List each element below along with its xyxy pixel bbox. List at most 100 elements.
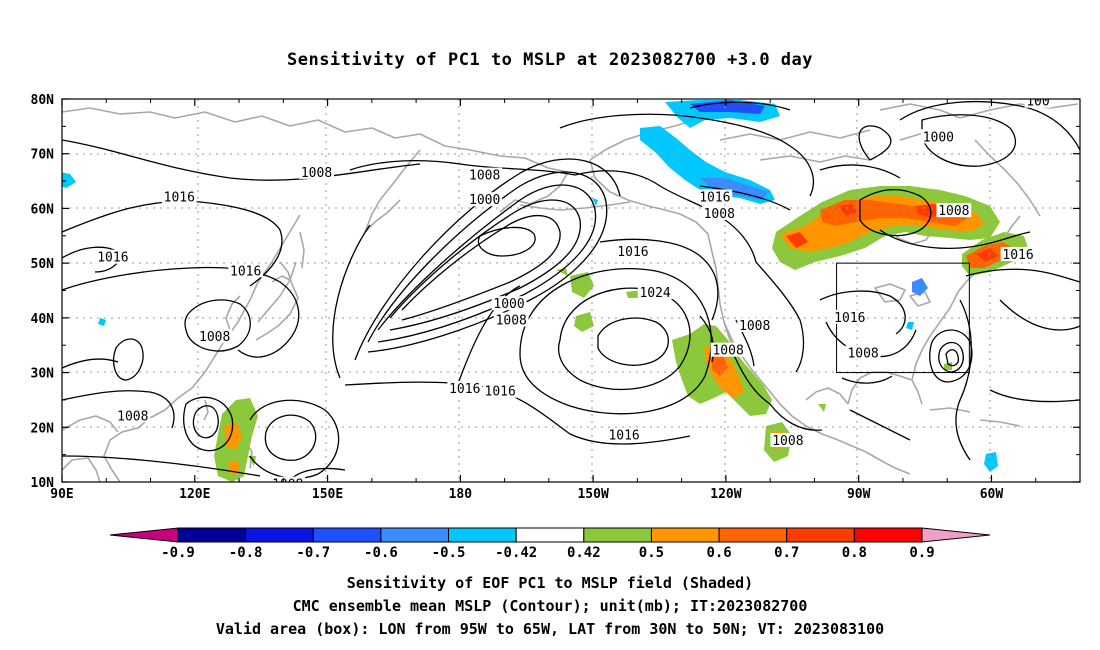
contour-label: 1016	[699, 190, 730, 205]
colorbar-label: -0.42	[495, 545, 537, 561]
axis-ticks	[61, 98, 1080, 483]
contour-label-bg	[770, 432, 806, 447]
contour-label: 1008	[712, 344, 743, 359]
contour-label-bg	[737, 318, 773, 333]
lon-label: 60W	[980, 487, 1004, 502]
lon-label: 90E	[50, 487, 73, 502]
colorbar-label: -0.5	[432, 545, 466, 561]
colorbar-label: 0.8	[842, 545, 867, 561]
contour-label: 1008	[847, 346, 878, 361]
lat-label: 60N	[31, 202, 55, 217]
contour-label: 1008	[272, 478, 303, 493]
longitude-labels: 90E 120E 150E 180 150W 120W 90W 60W	[50, 487, 1003, 502]
colorbar-high-triangle	[921, 527, 991, 543]
contour-label: 1000	[493, 297, 524, 312]
lon-label: 120W	[710, 487, 741, 502]
lat-label: 70N	[31, 148, 55, 163]
contour-label: 1008	[117, 409, 148, 424]
contour-label-bg	[95, 249, 131, 264]
contour-label-bg	[482, 383, 518, 398]
contour-labels: 1008 1016 1016 1016 1008 1008 1008 1008 1000 1000…	[95, 95, 1052, 493]
contour-label-bg	[115, 408, 151, 423]
lon-label: 150E	[312, 487, 343, 502]
colorbar	[109, 527, 991, 543]
contour-label-bg	[832, 309, 868, 324]
lon-label: 90W	[847, 487, 871, 502]
lat-label: 30N	[31, 367, 55, 382]
caption-line-1: Sensitivity of EOF PC1 to MSLP field (Sh…	[346, 574, 754, 592]
contour-label-bg	[447, 380, 483, 395]
colorbar-swatch	[718, 527, 788, 543]
contour-label: 1008	[469, 169, 500, 184]
colorbar-label: 0.42	[567, 545, 601, 561]
colorbar-label: 0.9	[909, 545, 934, 561]
contour-label: 1008	[938, 204, 969, 219]
colorbar-label: -0.9	[161, 545, 195, 561]
sensitivity-map: 1008101610161016100810081008100810001000…	[31, 93, 1081, 561]
lat-label: 20N	[31, 421, 55, 436]
contour-label: 1016	[617, 245, 648, 260]
contour-label: 1000	[469, 193, 500, 208]
lon-label: 180	[449, 487, 473, 502]
contour-label: 1008	[704, 207, 735, 222]
lat-label: 50N	[31, 257, 55, 272]
colorbar-label: -0.7	[296, 545, 330, 561]
contour-label: 100	[1026, 95, 1049, 110]
lat-label: 10N	[31, 476, 55, 491]
contour-label: 1016	[230, 264, 261, 279]
latitude-labels: 80N 70N 60N 50N 40N 30N 20N 10N	[31, 93, 55, 491]
caption-line-3: Valid area (box): LON from 95W to 65W, L…	[215, 620, 885, 638]
colorbar-swatch	[380, 527, 450, 543]
colorbar-swatch	[515, 527, 585, 543]
contour-label: 1016	[97, 251, 128, 266]
contour-label: 1016	[449, 382, 480, 397]
contour-label-bg	[701, 205, 737, 220]
colorbar-swatch	[312, 527, 382, 543]
contour-label: 1008	[301, 166, 332, 181]
contour-label-bg	[637, 285, 673, 300]
colorbar-swatch	[448, 527, 517, 543]
lon-label: 120E	[179, 487, 210, 502]
contour-label: 1008	[739, 319, 770, 334]
contour-label: 1000	[923, 130, 954, 145]
lat-label: 40N	[31, 312, 55, 327]
colorbar-low-triangle	[109, 527, 179, 543]
colorbar-swatch	[786, 527, 855, 543]
contour-label-bg	[936, 203, 972, 218]
contour-label-bg	[710, 342, 746, 357]
caption-line-2: CMC ensemble mean MSLP (Contour); unit(m…	[292, 597, 808, 615]
map-title: Sensitivity of PC1 to MSLP at 2023082700…	[286, 50, 813, 70]
colorbar-label: -0.6	[364, 545, 398, 561]
colorbar-label: 0.5	[639, 545, 664, 561]
contour-label-bg	[606, 427, 642, 442]
contour-label-bg	[845, 345, 881, 360]
colorbar-swatch	[650, 527, 720, 543]
contour-label: 1024	[639, 286, 670, 301]
contour-label: 1008	[199, 330, 230, 345]
contour-label-bg	[299, 164, 334, 179]
contour-label-bg	[493, 312, 529, 327]
contour-label-bg	[228, 263, 264, 278]
colorbar-labels: -0.9 -0.8 -0.7 -0.6 -0.5 -0.42 0.42 0.5 0.6 0.7 0.…	[161, 545, 935, 561]
contour-label: 1016	[608, 428, 639, 443]
contour-label-bg	[1024, 99, 1052, 108]
lat-label: 80N	[31, 93, 55, 108]
contour-label-bg	[697, 189, 733, 204]
colorbar-swatch	[177, 527, 247, 543]
contour-label-bg	[270, 476, 306, 482]
contour-label: 1016	[485, 385, 516, 400]
mslp-contours	[62, 100, 1080, 481]
contour-label-bg	[467, 192, 503, 207]
lon-label: 150W	[577, 487, 608, 502]
contour-label: 1008	[496, 314, 527, 329]
contour-label-bg	[920, 129, 956, 144]
contour-label-bg	[491, 296, 527, 311]
colorbar-label: 0.6	[706, 545, 731, 561]
colorbar-swatch	[853, 527, 923, 543]
contour-label: 1016	[164, 190, 195, 205]
contour-label-bg	[467, 167, 503, 182]
colorbar-swatch	[583, 527, 652, 543]
contour-label-bg	[161, 189, 197, 204]
contour-label-bg	[1000, 246, 1036, 261]
colorbar-swatch	[245, 527, 314, 543]
